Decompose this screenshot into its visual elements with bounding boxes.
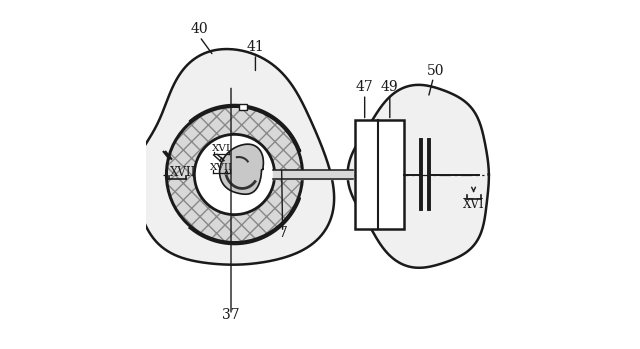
Text: 50: 50 <box>426 64 444 78</box>
Text: XVII: XVII <box>170 166 196 179</box>
Text: 37: 37 <box>222 308 240 322</box>
Text: 49: 49 <box>381 80 399 94</box>
Bar <box>355 120 404 229</box>
Circle shape <box>195 134 275 215</box>
Text: XVI: XVI <box>212 144 231 153</box>
Text: XVI: XVI <box>463 198 484 211</box>
Text: 7: 7 <box>279 226 288 240</box>
Text: 40: 40 <box>191 22 209 36</box>
Polygon shape <box>133 49 334 265</box>
Text: 41: 41 <box>246 39 264 54</box>
Polygon shape <box>189 105 300 157</box>
FancyBboxPatch shape <box>239 104 248 110</box>
Text: XVII: XVII <box>210 163 233 172</box>
Text: 47: 47 <box>356 80 374 94</box>
Polygon shape <box>220 144 264 194</box>
Polygon shape <box>348 85 489 268</box>
Polygon shape <box>189 192 300 244</box>
